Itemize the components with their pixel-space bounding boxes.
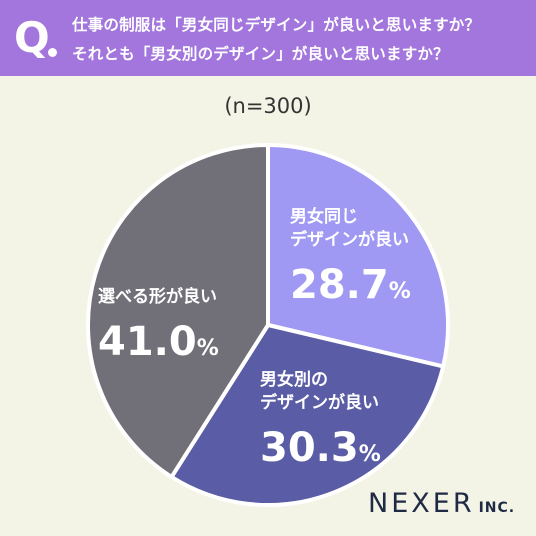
logo-main-text: NEXER xyxy=(368,488,475,519)
slice-2-label-line-2: デザインが良い xyxy=(260,392,379,413)
slice-1-unit: % xyxy=(389,279,411,304)
q-mark: Q xyxy=(14,13,50,62)
nexer-logo: NEXER INC. xyxy=(368,488,515,519)
slice-2-label-line-1: 男女別の xyxy=(260,369,328,390)
pie-slice-3 xyxy=(86,143,270,479)
pie-slice-1 xyxy=(266,143,450,369)
slice-3-value: 41.0% xyxy=(98,319,219,365)
logo-sub-text: INC. xyxy=(478,500,516,516)
question-header: Q 仕事の制服は「男女同じデザイン」が良いと思いますか？ それとも「男女別のデザ… xyxy=(0,0,536,76)
question-line-2: それとも「男女別のデザイン」が良いと思いますか？ xyxy=(72,45,449,63)
slice-1-value: 28.7% xyxy=(290,262,411,308)
slice-3-label-line-1: 選べる形が良い xyxy=(98,286,217,307)
question-line-1: 仕事の制服は「男女同じデザイン」が良いと思いますか？ xyxy=(72,16,481,34)
slice-2-unit: % xyxy=(359,442,381,467)
slice-1-label-line-1: 男女同じ xyxy=(290,206,358,227)
slice-1-label-line-2: デザインが良い xyxy=(290,229,409,250)
sample-size: (n=300) xyxy=(224,94,312,118)
q-dot-icon xyxy=(48,48,57,57)
slice-3-unit: % xyxy=(197,336,219,361)
